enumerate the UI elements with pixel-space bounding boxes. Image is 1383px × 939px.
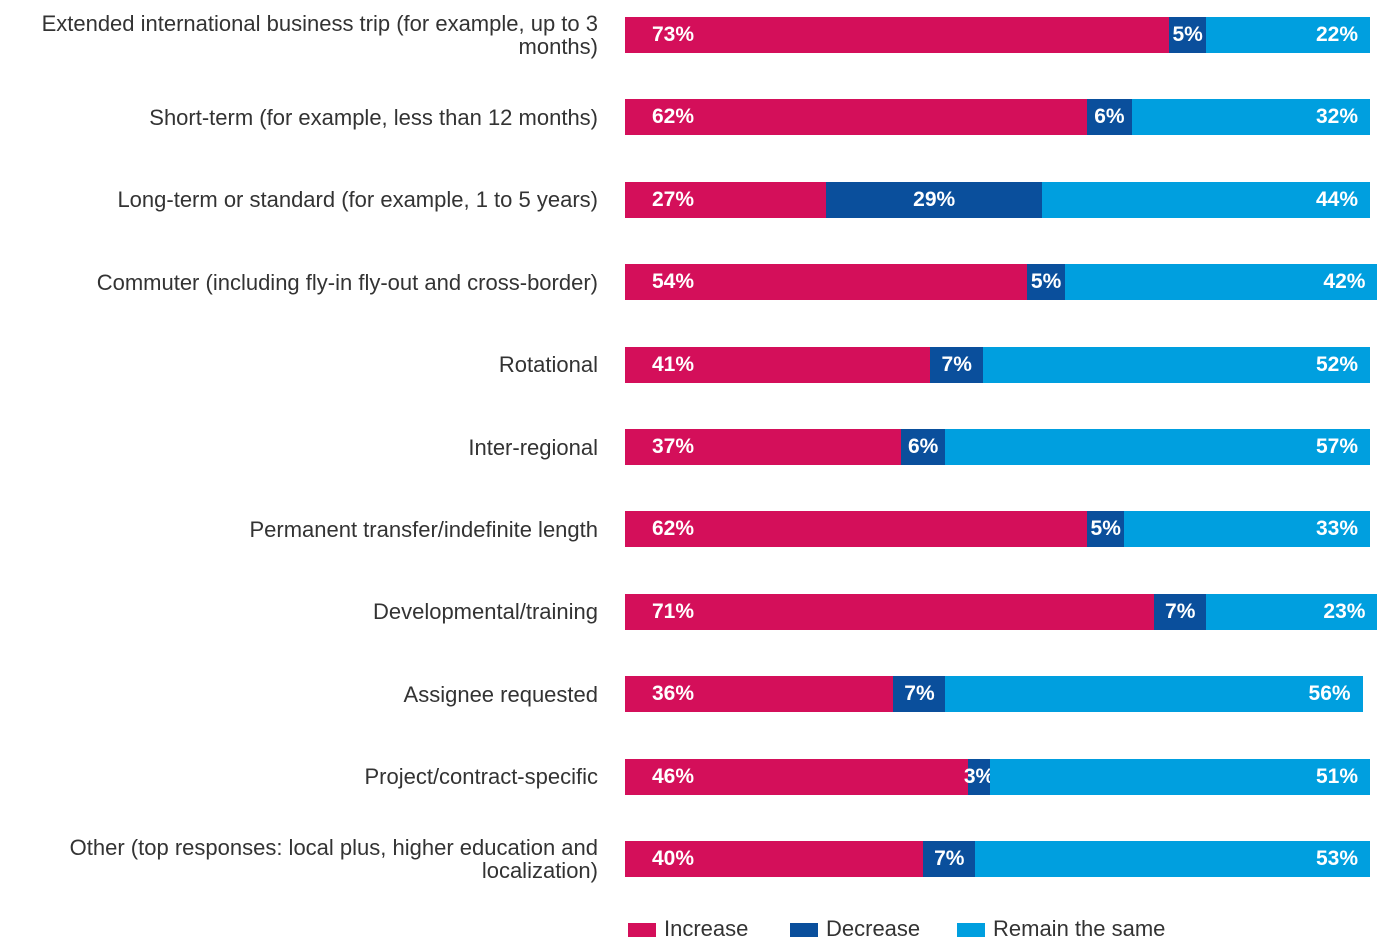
legend-swatch — [790, 923, 818, 937]
bar-segment — [945, 676, 1363, 713]
value-label: 41% — [652, 352, 695, 376]
bar-segment — [826, 181, 1043, 218]
value-label: 53% — [1315, 847, 1358, 870]
bar-segment — [982, 346, 1370, 383]
category-label: Permanent transfer/indefinite length — [0, 499, 598, 559]
bar-segment — [625, 264, 1028, 301]
value-label: 56% — [1308, 682, 1351, 706]
value-label: 23% — [1323, 599, 1366, 623]
bar-segment — [1131, 99, 1370, 136]
bar-segment — [1086, 99, 1132, 136]
bar-segment — [893, 676, 946, 713]
value-label: 7% — [934, 847, 965, 870]
bar-segment — [1086, 511, 1125, 548]
category-label: Long-term or standard (for example, 1 to… — [0, 170, 598, 230]
legend-swatch — [628, 923, 656, 937]
value-label: 40% — [652, 847, 695, 870]
bar-segment — [1153, 593, 1207, 630]
value-label: 54% — [652, 270, 695, 294]
category-text: Commuter (including fly-in fly-out and c… — [96, 269, 598, 295]
category-label: Short-term (for example, less than 12 mo… — [0, 87, 598, 147]
value-label: 6% — [908, 435, 939, 458]
value-label: 5% — [1090, 517, 1121, 541]
legend-label: Increase — [664, 916, 749, 939]
bar-segment — [625, 676, 894, 713]
bar-segment — [625, 429, 901, 465]
value-label: 51% — [1315, 764, 1358, 788]
value-label: 27% — [652, 187, 695, 211]
value-label: 32% — [1315, 105, 1358, 129]
value-label: 57% — [1315, 435, 1358, 458]
value-label: 6% — [1094, 105, 1125, 129]
value-label: 22% — [1315, 23, 1358, 46]
category-text: Extended international business trip (fo… — [41, 11, 598, 59]
category-label: Rotational — [0, 335, 598, 395]
category-text: Inter-regional — [468, 434, 598, 460]
category-label: Assignee requested — [0, 664, 598, 724]
legend-label: Remain the same — [993, 916, 1166, 939]
bar-segment — [945, 429, 1370, 465]
value-label: 7% — [904, 682, 935, 706]
category-label: Commuter (including fly-in fly-out and c… — [0, 252, 598, 312]
bar-segment — [975, 841, 1370, 877]
bar-segment — [1027, 264, 1065, 301]
bar-segment — [1064, 264, 1378, 301]
value-label: 36% — [652, 682, 695, 706]
legend-swatch — [957, 923, 985, 937]
bar-segment — [625, 346, 931, 383]
bar-segment — [625, 841, 923, 877]
value-label: 5% — [1030, 270, 1062, 294]
category-text: Long-term or standard (for example, 1 to… — [117, 187, 598, 213]
bar-segment — [900, 429, 946, 465]
value-label: 5% — [1172, 23, 1203, 46]
category-text: Rotational — [498, 352, 598, 378]
category-text: Developmental/training — [372, 599, 598, 625]
value-label: 52% — [1315, 352, 1358, 376]
value-label: 33% — [1315, 517, 1358, 541]
category-text: Permanent transfer/indefinite length — [249, 516, 598, 542]
value-label: 42% — [1323, 270, 1366, 294]
bar-segment — [1042, 181, 1370, 218]
value-label: 37% — [652, 435, 695, 458]
bar-segment — [930, 346, 983, 383]
category-label: Project/contract-specific — [0, 747, 598, 807]
value-label: 29% — [913, 187, 956, 211]
bar-segment — [625, 17, 1169, 53]
value-label: 62% — [652, 517, 695, 541]
category-label: Inter-regional — [0, 417, 598, 477]
bar-segment — [923, 841, 976, 877]
value-label: 7% — [941, 352, 972, 376]
bar-segment — [625, 593, 1154, 630]
bar-segment — [1168, 17, 1207, 53]
bar-segment — [625, 99, 1087, 136]
bar-segment — [1206, 593, 1378, 630]
category-text: Assignee requested — [403, 681, 598, 707]
category-text: Project/contract-specific — [364, 764, 598, 790]
bar-segment — [1206, 17, 1370, 53]
bar-segment — [990, 758, 1370, 795]
category-text: Short-term (for example, less than 12 mo… — [149, 104, 598, 130]
bar-segment — [625, 181, 827, 218]
category-label: Extended international business trip (fo… — [0, 5, 598, 65]
value-label: 73% — [652, 23, 695, 46]
bar-segment — [967, 758, 991, 795]
category-label: Developmental/training — [0, 582, 598, 642]
legend-label: Decrease — [826, 916, 921, 939]
value-label: 46% — [652, 764, 695, 788]
value-label: 71% — [652, 599, 695, 623]
value-label: 7% — [1165, 599, 1196, 623]
category-label: Other (top responses: local plus, higher… — [0, 829, 598, 889]
bar-segment — [625, 758, 968, 795]
category-text: Other (top responses: local plus, higher… — [69, 835, 598, 883]
bar-segment — [1124, 511, 1370, 548]
bar-segment — [625, 511, 1087, 548]
value-label: 3% — [963, 764, 995, 788]
value-label: 44% — [1315, 187, 1358, 211]
value-label: 62% — [652, 105, 695, 129]
